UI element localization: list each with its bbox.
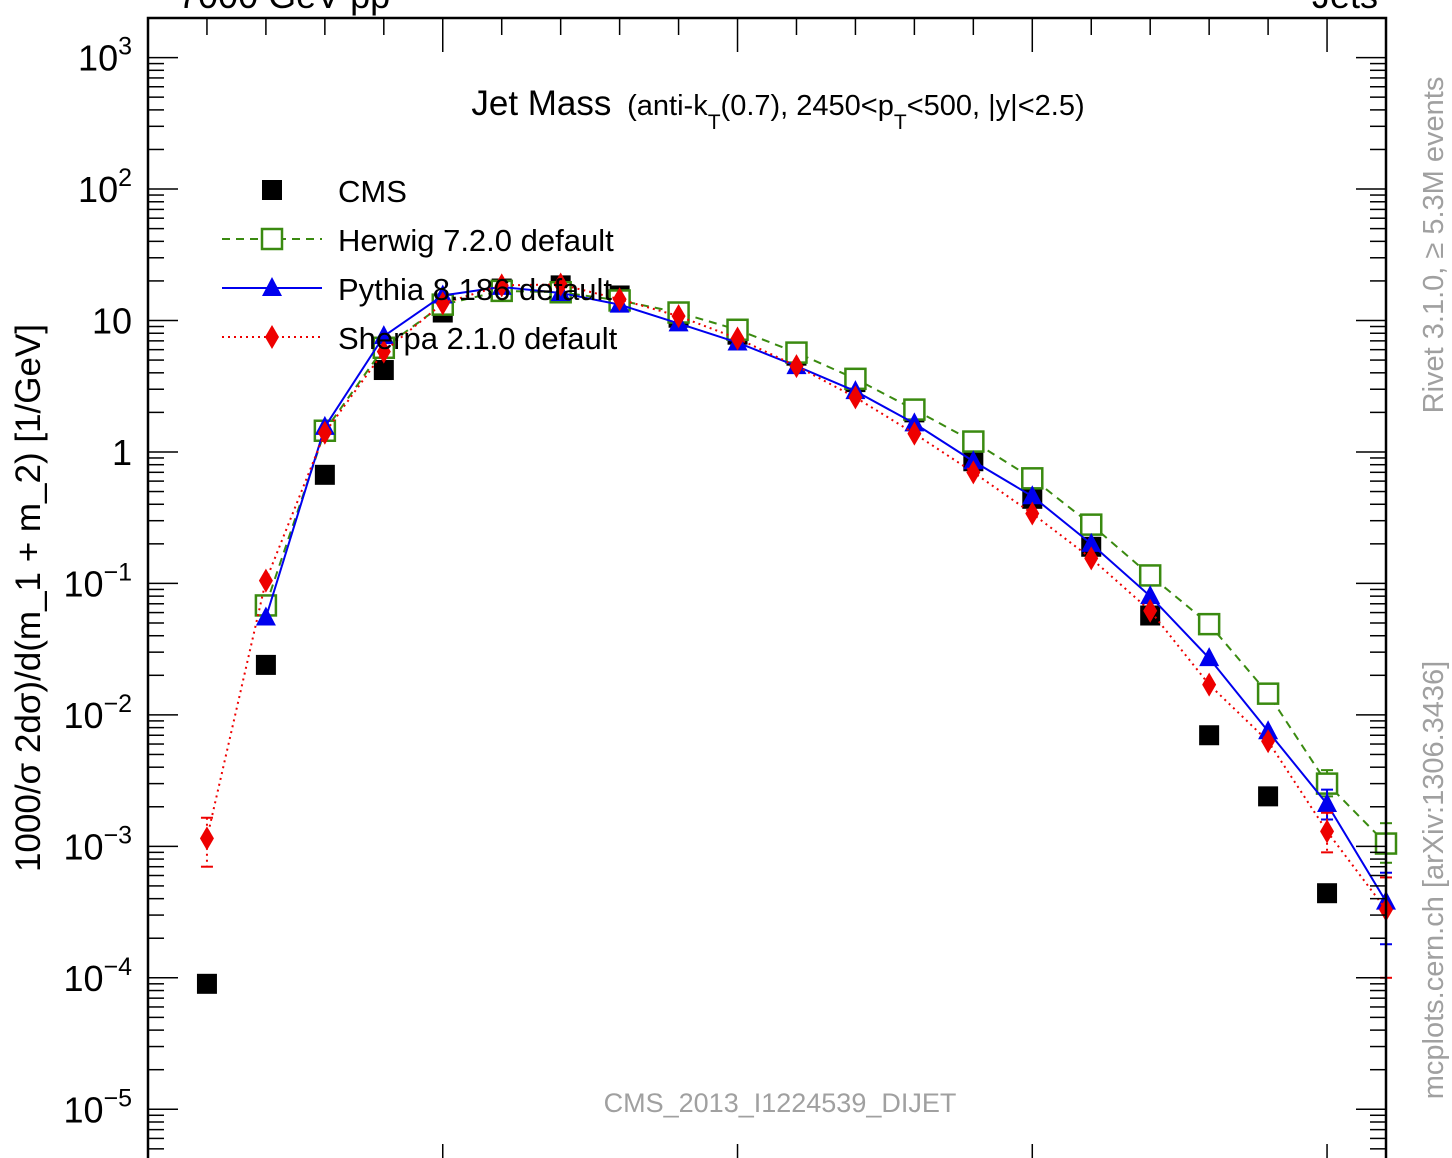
y-tick-label: 10−2 bbox=[63, 690, 132, 736]
header-left: 7000 GeV pp bbox=[178, 0, 390, 16]
chart-title: Jet Mass (anti-kT(0.7), 2450<pT<500, |y|… bbox=[471, 84, 1084, 134]
series-2 bbox=[255, 275, 1396, 946]
legend-marker bbox=[260, 227, 284, 251]
data-point bbox=[1081, 532, 1102, 552]
chart-title-main: Jet Mass bbox=[471, 84, 611, 123]
legend-label: Herwig 7.2.0 default bbox=[338, 223, 614, 258]
data-point bbox=[1317, 883, 1338, 904]
data-point bbox=[612, 287, 627, 312]
data-point bbox=[1197, 612, 1221, 636]
legend-marker bbox=[265, 325, 279, 349]
legend-item-1: Herwig 7.2.0 default bbox=[222, 223, 614, 258]
chart-title-detail-pre: (anti-k bbox=[627, 90, 708, 122]
series-0 bbox=[196, 275, 1338, 994]
data-point bbox=[1202, 672, 1217, 697]
y-tick-label: 10−3 bbox=[63, 821, 132, 867]
data-point bbox=[314, 464, 335, 485]
analysis-watermark: CMS_2013_I1224539_DIJET bbox=[604, 1088, 957, 1118]
series-1 bbox=[254, 279, 1398, 864]
data-point bbox=[553, 272, 568, 297]
header-right: Jets bbox=[1312, 0, 1378, 16]
series-line bbox=[264, 285, 1387, 903]
data-point bbox=[258, 568, 273, 593]
data-point bbox=[435, 291, 450, 316]
data-point bbox=[789, 354, 804, 379]
data-point bbox=[1022, 485, 1043, 505]
data-point bbox=[963, 450, 984, 470]
legend-item-2: Pythia 8.186 default bbox=[222, 272, 612, 307]
data-point bbox=[1258, 786, 1279, 807]
series-layer bbox=[196, 272, 1398, 994]
y-tick-label: 1 bbox=[112, 432, 132, 473]
data-point bbox=[317, 420, 332, 445]
data-point bbox=[1320, 819, 1335, 844]
chart-title-sub1: T bbox=[708, 111, 721, 134]
data-point bbox=[1199, 647, 1220, 667]
chart-title-detail-post: <500, |y|<2.5) bbox=[907, 90, 1085, 122]
y-tick-label: 10−1 bbox=[63, 558, 132, 604]
y-tick-label: 10−5 bbox=[63, 1084, 132, 1130]
data-point bbox=[1084, 546, 1099, 571]
legend-marker bbox=[262, 277, 282, 296]
data-point bbox=[1143, 598, 1158, 623]
y-tick-label: 103 bbox=[78, 33, 132, 79]
data-point bbox=[376, 339, 391, 364]
data-point bbox=[373, 325, 394, 345]
data-point bbox=[671, 304, 686, 329]
data-point bbox=[962, 430, 985, 453]
data-point bbox=[196, 973, 217, 994]
data-point bbox=[494, 273, 509, 298]
x-axis-ticks bbox=[147, 18, 1387, 1158]
data-point bbox=[1138, 564, 1162, 587]
data-point bbox=[1140, 585, 1161, 605]
data-point bbox=[255, 606, 276, 626]
series-line bbox=[264, 289, 1387, 845]
y-axis-ticks bbox=[148, 17, 1386, 1150]
legend-item-0: CMS bbox=[262, 174, 407, 209]
data-point bbox=[1025, 501, 1040, 526]
legend-marker bbox=[262, 180, 282, 200]
y-tick-label: 102 bbox=[78, 164, 132, 210]
plot-frame bbox=[146, 16, 1388, 1158]
data-point bbox=[966, 460, 981, 485]
chart-title-detail-mid: (0.7), 2450<p bbox=[721, 90, 894, 122]
rivet-version-label: Rivet 3.1.0, ≥ 5.3M events bbox=[1418, 77, 1450, 414]
data-point bbox=[255, 654, 276, 675]
data-point bbox=[907, 421, 922, 446]
legend-label: Pythia 8.186 default bbox=[338, 272, 612, 307]
data-point bbox=[848, 385, 863, 410]
legend-label: CMS bbox=[338, 174, 407, 209]
y-tick-label: 10−4 bbox=[63, 953, 132, 999]
mcplots-source-label: mcplots.cern.ch [arXiv:1306.3436] bbox=[1418, 661, 1450, 1099]
data-point bbox=[373, 360, 394, 381]
legend-label: Sherpa 2.1.0 default bbox=[338, 321, 618, 356]
data-point bbox=[730, 326, 745, 351]
data-point bbox=[1199, 725, 1220, 746]
y-tick-label: 10 bbox=[92, 300, 132, 341]
data-point bbox=[1256, 682, 1280, 705]
data-point bbox=[1079, 513, 1103, 536]
legend-item-3: Sherpa 2.1.0 default bbox=[222, 321, 618, 356]
data-point bbox=[199, 826, 214, 851]
series-line bbox=[205, 283, 1387, 911]
chart-title-sub2: T bbox=[894, 111, 907, 134]
y-axis-label: 1000/σ 2dσ)/d(m_1 + m_2) [1/GeV] bbox=[9, 324, 48, 872]
data-point bbox=[1317, 792, 1338, 812]
data-point bbox=[1261, 729, 1276, 754]
legend: CMS Herwig 7.2.0 default Pythia 8.186 defa… bbox=[222, 174, 618, 356]
